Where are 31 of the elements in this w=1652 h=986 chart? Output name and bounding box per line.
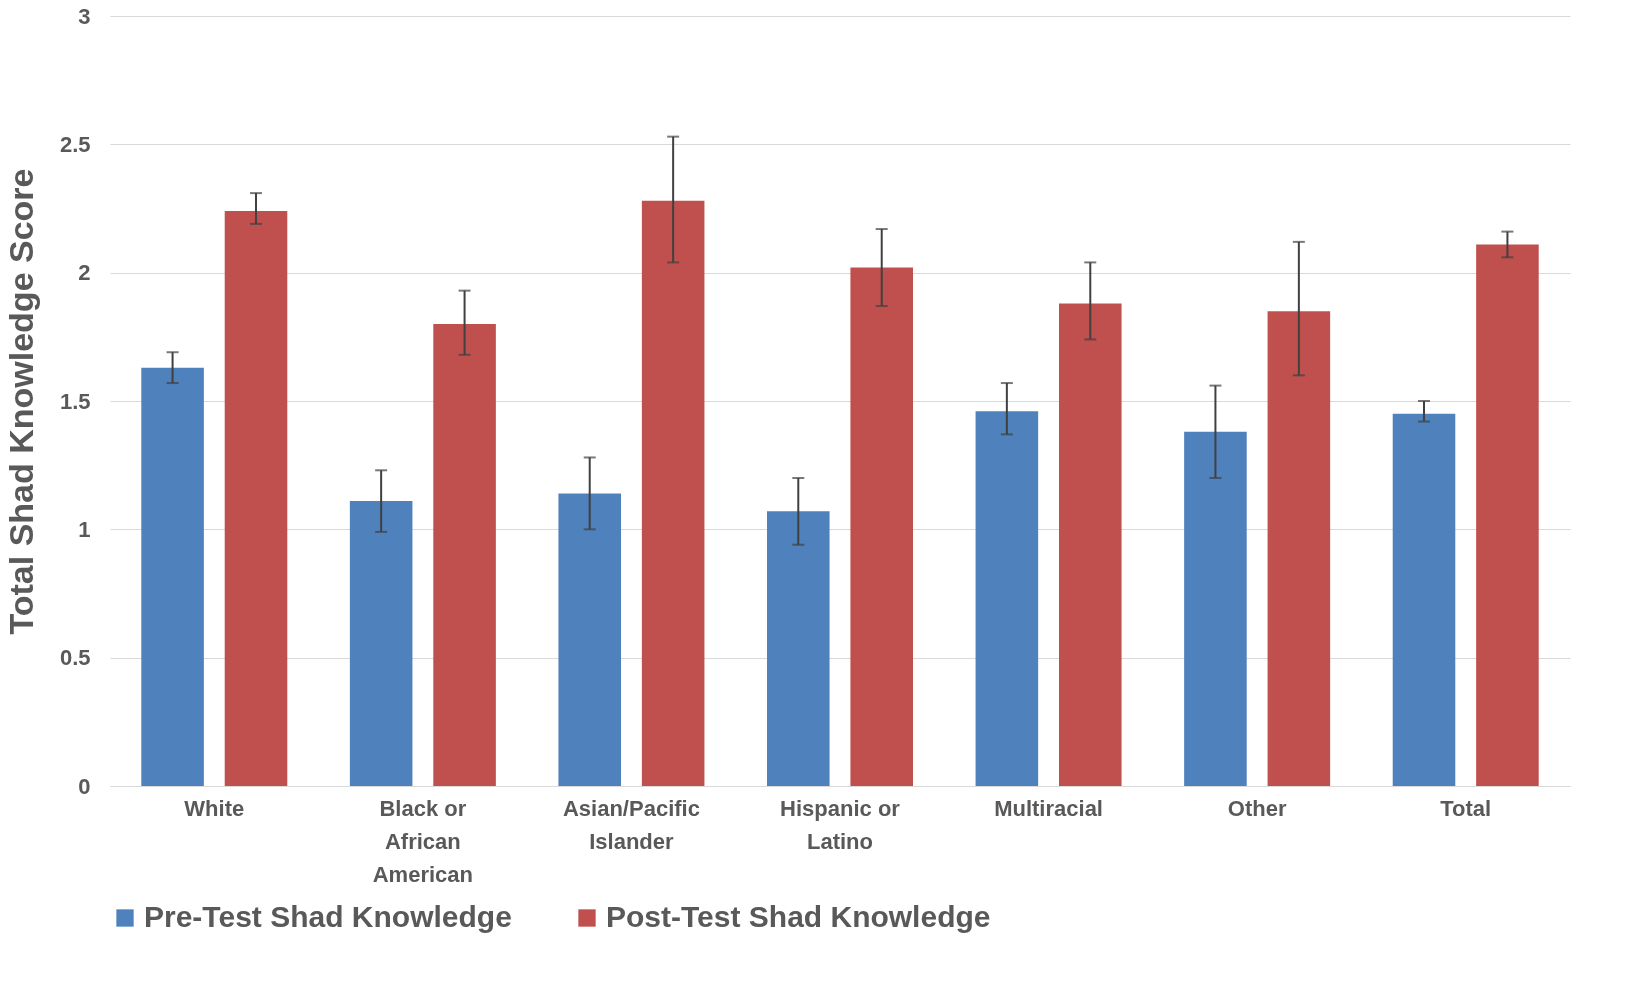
bar xyxy=(975,411,1039,786)
bar xyxy=(349,501,413,786)
legend-label: Post-Test Shad Knowledge xyxy=(606,900,991,933)
bar xyxy=(558,493,621,786)
bar xyxy=(1184,431,1247,786)
x-tick-label: Hispanic or Latino xyxy=(780,795,901,854)
y-tick-label: 0 xyxy=(78,773,91,799)
legend-label: Pre-Test Shad Knowledge xyxy=(144,900,512,933)
y-tick-label: 0.5 xyxy=(59,645,91,671)
y-tick-label: 1.5 xyxy=(59,388,91,414)
bar xyxy=(1059,303,1122,786)
y-tick-label: 3 xyxy=(78,3,91,29)
bar xyxy=(641,200,705,786)
x-tick-label: Total xyxy=(1440,795,1492,821)
x-tick-label: Asian/Pacific Islander xyxy=(562,795,700,854)
bar xyxy=(850,267,913,786)
x-tick-label: Multiracial xyxy=(994,795,1103,821)
bar xyxy=(767,511,830,786)
y-axis-title: Total Shad Knowledge Score xyxy=(1,168,40,635)
bar xyxy=(433,324,496,786)
bar xyxy=(141,367,204,786)
y-tick-label: 2.5 xyxy=(59,131,91,157)
x-tick-label: Black or African American xyxy=(372,795,473,887)
y-tick-label: 1 xyxy=(78,516,91,542)
x-tick-label: White xyxy=(184,795,245,821)
y-tick-label: 2 xyxy=(78,260,91,286)
bar xyxy=(1392,413,1456,786)
x-tick-label: Other xyxy=(1227,795,1287,821)
bar xyxy=(224,211,288,786)
bar xyxy=(1267,311,1331,786)
bar xyxy=(1476,244,1539,786)
